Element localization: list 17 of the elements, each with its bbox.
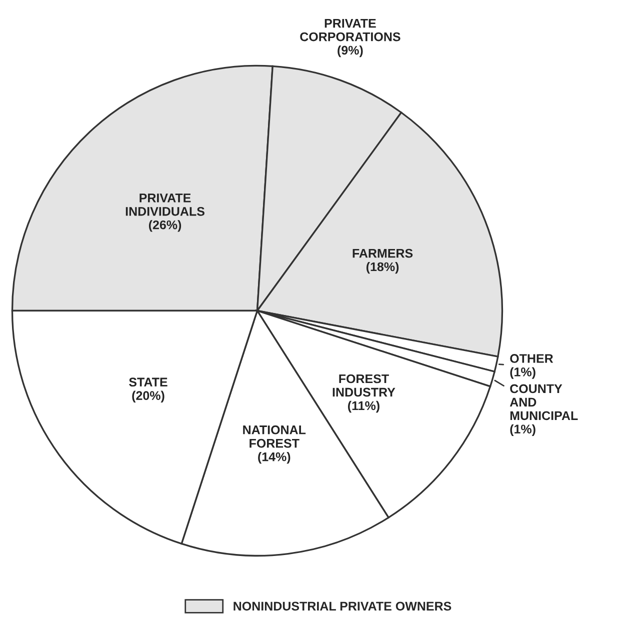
data-label: (20%) (132, 390, 164, 402)
data-label: (26%) (148, 220, 182, 232)
data-label: (14%) (258, 452, 290, 464)
data-label: (1%) (510, 424, 536, 436)
data-label: (9%) (338, 45, 363, 58)
slice-label: OTHER (510, 354, 554, 363)
data-label: (11%) (348, 400, 380, 413)
slice-label: PRIVATE INDIVIDUALS (126, 194, 204, 216)
slice-label: PRIVATE CORPORATIONS (300, 19, 400, 42)
slice-label: FOREST INDUSTRY (332, 374, 396, 397)
slice-label: COUNTY AND MUNICIPAL (510, 384, 578, 420)
legend-title: NONINDUSTRIAL PRIVATE OWNERS (234, 602, 452, 611)
slice-label: NATIONAL FOREST (243, 425, 306, 448)
data-label: (1%) (510, 367, 536, 379)
slice-label: STATE (129, 378, 168, 387)
data-label: (18%) (366, 262, 399, 274)
slice-label: FARMERS (352, 248, 413, 258)
